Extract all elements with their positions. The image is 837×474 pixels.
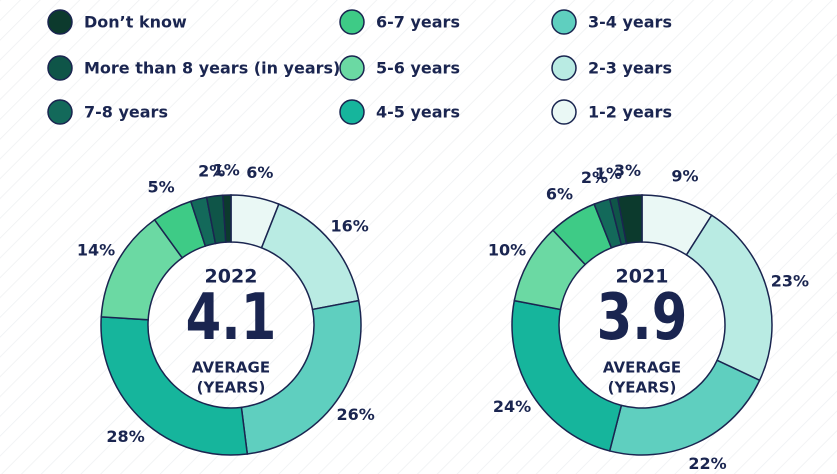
legend-swatch bbox=[47, 99, 73, 125]
legend-label: 3-4 years bbox=[588, 13, 672, 32]
value-label: 1% bbox=[595, 164, 622, 183]
value-label: 9% bbox=[671, 167, 698, 186]
value-label: 26% bbox=[336, 405, 374, 424]
legend-swatch bbox=[47, 55, 73, 81]
donut-segment bbox=[616, 194, 643, 245]
legend-label: 1-2 years bbox=[588, 103, 672, 122]
legend-swatch bbox=[551, 55, 577, 81]
value-label: 22% bbox=[688, 454, 726, 473]
center-caption: (YEARS) bbox=[197, 379, 266, 397]
center-caption: AVERAGE bbox=[603, 359, 681, 377]
legend-label: 2-3 years bbox=[588, 59, 672, 78]
legend-swatch bbox=[339, 9, 365, 35]
value-label: 14% bbox=[77, 240, 115, 259]
value-label: 10% bbox=[488, 240, 526, 259]
legend-swatch bbox=[47, 9, 73, 35]
value-label: 5% bbox=[147, 177, 174, 196]
legend-swatch bbox=[551, 99, 577, 125]
legend-label: 7-8 years bbox=[84, 103, 168, 122]
value-label: 6% bbox=[546, 184, 573, 203]
value-label: 16% bbox=[331, 216, 369, 235]
center-year: 2021 bbox=[616, 266, 669, 288]
legend-swatch bbox=[339, 55, 365, 81]
value-label: 2% bbox=[581, 168, 608, 187]
value-label: 2% bbox=[198, 162, 225, 181]
value-label: 3% bbox=[614, 161, 641, 180]
center-caption: AVERAGE bbox=[192, 359, 270, 377]
legend-label: 6-7 years bbox=[376, 13, 460, 32]
value-label: 28% bbox=[106, 427, 144, 446]
center-year: 2022 bbox=[205, 266, 258, 288]
donut-segment bbox=[100, 316, 249, 456]
legend-label: More than 8 years (in years) bbox=[84, 59, 340, 78]
value-label: 6% bbox=[246, 163, 273, 182]
legend-label: 4-5 years bbox=[376, 103, 460, 122]
legend-swatch bbox=[551, 9, 577, 35]
value-label: 23% bbox=[771, 272, 809, 291]
value-label: 1% bbox=[213, 161, 240, 180]
donut-segment bbox=[240, 299, 362, 455]
legend-label: 5-6 years bbox=[376, 59, 460, 78]
value-label: 24% bbox=[493, 397, 531, 416]
legend-swatch bbox=[339, 99, 365, 125]
donut-segment bbox=[222, 194, 232, 243]
center-average: 4.1 bbox=[186, 279, 277, 354]
center-average: 3.9 bbox=[597, 279, 688, 354]
legend-label: Don’t know bbox=[84, 13, 187, 32]
center-caption: (YEARS) bbox=[608, 379, 677, 397]
